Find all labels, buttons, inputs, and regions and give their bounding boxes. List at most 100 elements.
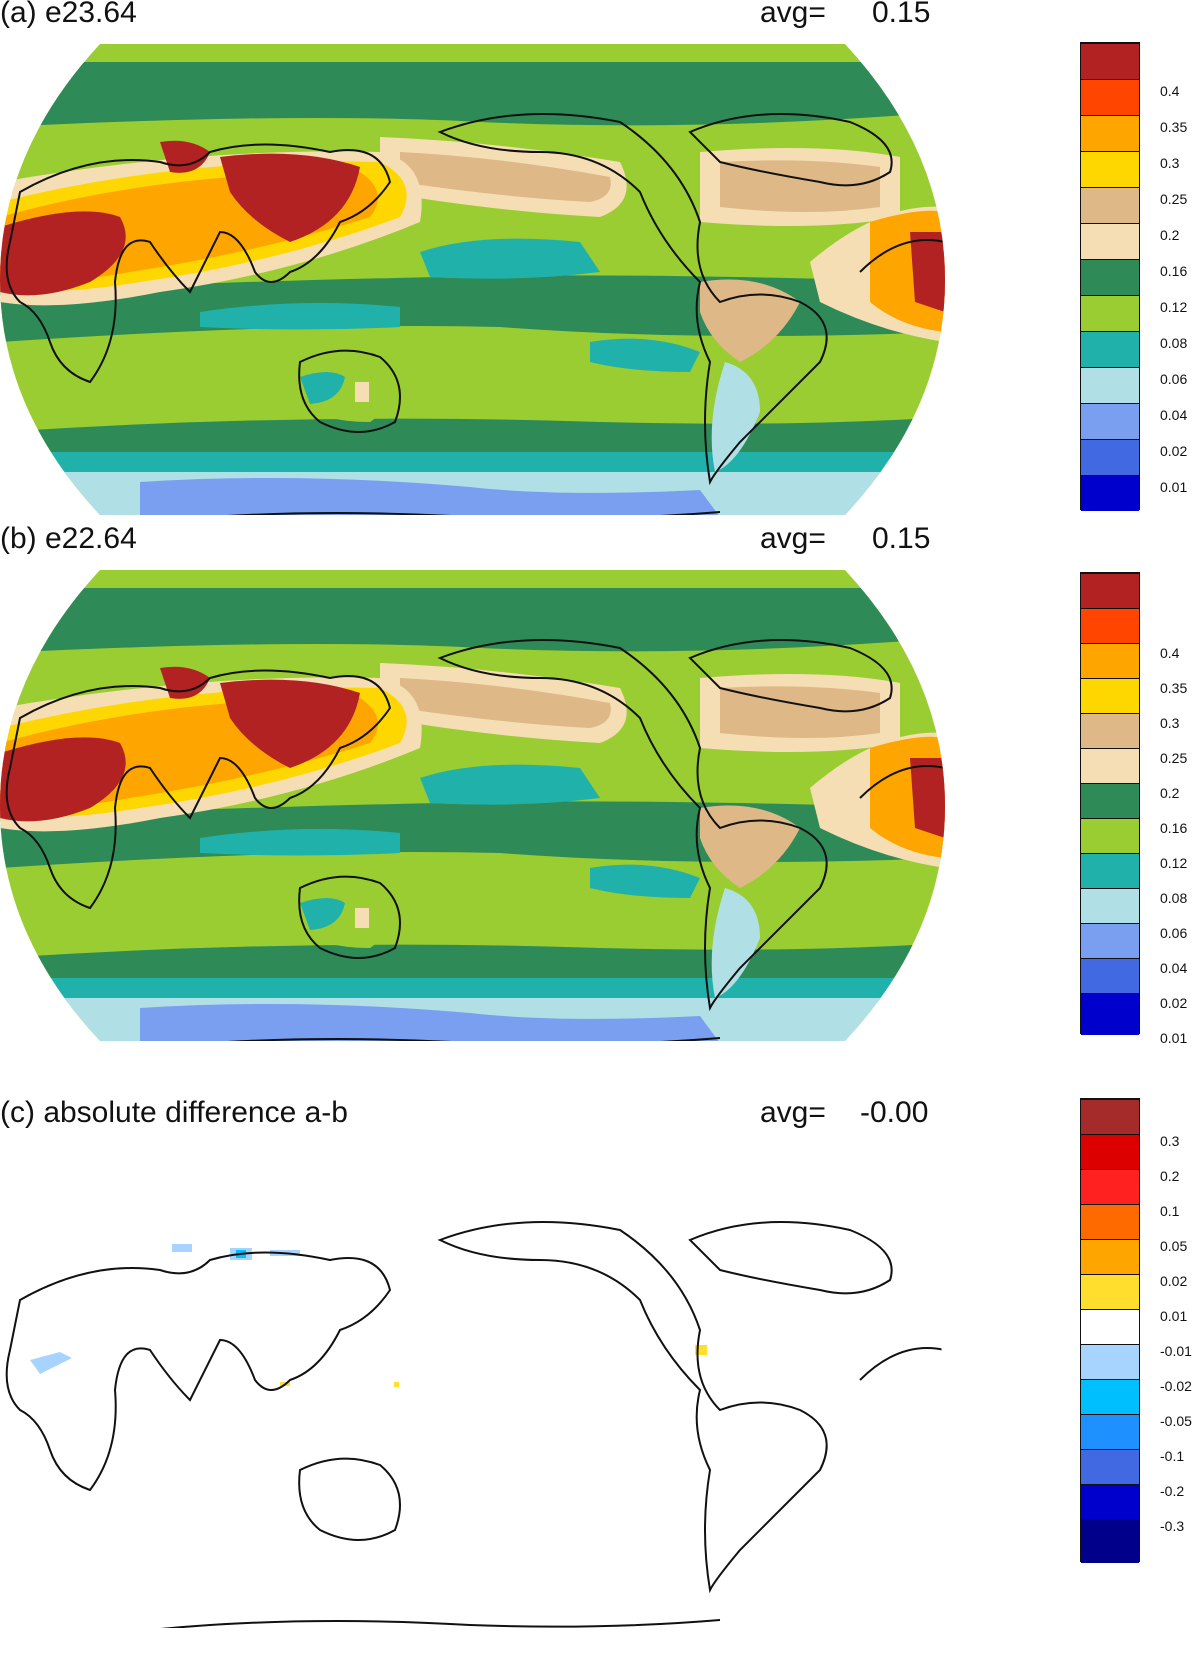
cb-a-tick-label: 0.4 — [1160, 83, 1180, 99]
northern-dark-green-band — [0, 62, 945, 127]
cb-c-tick-label: -0.1 — [1160, 1448, 1185, 1464]
cb-b-tick-label: 0.35 — [1160, 680, 1188, 696]
cb-a-tick-label: 0.04 — [1160, 407, 1188, 423]
panel-c-colorbar — [1080, 1098, 1140, 1563]
north-atlantic-tan — [720, 160, 880, 212]
cb-a-box — [1081, 331, 1139, 368]
cb-c-box — [1081, 1099, 1139, 1135]
cb-a-tick-label: 0.2 — [1160, 227, 1180, 243]
cb-c-box — [1081, 1309, 1139, 1345]
panel-b-colorbar — [1080, 572, 1140, 1035]
coastlines — [5, 1221, 945, 1628]
cb-c-tick-label: 0.3 — [1160, 1133, 1180, 1149]
pacific-tan-plume — [400, 678, 611, 728]
cb-a-box — [1081, 151, 1139, 188]
panel-c-avg-label: avg= — [760, 1096, 826, 1129]
cb-c-tick-label: 0.05 — [1160, 1238, 1188, 1254]
teal-patch-south-pacific — [590, 338, 700, 372]
cb-b-box — [1081, 818, 1139, 854]
cb-b-box — [1081, 748, 1139, 784]
east-asia-dark-red — [220, 679, 360, 768]
cb-b-box — [1081, 783, 1139, 819]
cb-b-box — [1081, 923, 1139, 959]
pacific-tan-plume — [400, 152, 611, 202]
antarctic-low-band — [140, 1004, 720, 1041]
cb-a-tick-label: 0.12 — [1160, 299, 1188, 315]
east-asia-dark-red — [220, 153, 360, 242]
northern-dark-green-band — [0, 588, 945, 653]
difference-field — [0, 1162, 945, 1628]
cb-c-tick-label: 0.01 — [1160, 1308, 1188, 1324]
north-atlantic-tan — [720, 686, 880, 738]
cb-c-box — [1081, 1169, 1139, 1205]
cb-c-tick-label: 0.1 — [1160, 1203, 1180, 1219]
cb-b-box — [1081, 573, 1139, 609]
coastlines — [5, 639, 945, 1041]
patagonia-light-blue — [711, 362, 760, 472]
panel-b-title: (b) e22.64 — [0, 522, 137, 555]
panel-a-avg-label: avg= — [760, 0, 826, 29]
cb-b-tick-label: 0.06 — [1160, 925, 1188, 941]
cb-a-box — [1081, 259, 1139, 296]
cb-c-tick-label: 0.02 — [1160, 1273, 1188, 1289]
cb-a-box — [1081, 439, 1139, 476]
diff-yellow-cell — [394, 1382, 399, 1387]
panel-c-map — [0, 1162, 945, 1628]
cb-c-tick-label: -0.3 — [1160, 1518, 1185, 1534]
panel-b-avg-label: avg= — [760, 522, 826, 555]
panel-a-colorbar — [1080, 42, 1140, 511]
sahara-dark-red — [0, 211, 126, 296]
southern-dark-green-band — [0, 417, 945, 452]
cb-a-box — [1081, 223, 1139, 260]
southern-africa-dark-red — [910, 758, 945, 838]
cb-b-tick-label: 0.4 — [1160, 645, 1180, 661]
cb-c-tick-label: -0.02 — [1160, 1378, 1192, 1394]
cb-b-box — [1081, 993, 1139, 1035]
australia-wheat-cell — [355, 908, 369, 928]
cb-b-tick-label: 0.2 — [1160, 785, 1180, 801]
cb-c-box — [1081, 1344, 1139, 1380]
cb-c-box — [1081, 1204, 1139, 1240]
cb-a-tick-label: 0.16 — [1160, 263, 1188, 279]
panel-b-avg-value: 0.15 — [872, 522, 931, 555]
southern-africa-dark-red — [910, 232, 945, 312]
panel-a-map — [0, 44, 945, 515]
cb-c-box — [1081, 1239, 1139, 1275]
cb-b-box — [1081, 713, 1139, 749]
cb-b-tick-label: 0.25 — [1160, 750, 1188, 766]
teal-patch-central-pacific — [420, 238, 600, 279]
cb-a-tick-label: 0.25 — [1160, 191, 1188, 207]
cb-a-box — [1081, 115, 1139, 152]
cb-a-box — [1081, 295, 1139, 332]
cb-b-box — [1081, 958, 1139, 994]
cb-b-tick-label: 0.04 — [1160, 960, 1188, 976]
sahara-dark-red — [0, 737, 126, 822]
cb-c-box — [1081, 1519, 1139, 1563]
cb-c-box — [1081, 1379, 1139, 1415]
patagonia-light-blue — [711, 888, 760, 998]
cb-b-box — [1081, 888, 1139, 924]
cb-c-tick-label: -0.05 — [1160, 1413, 1192, 1429]
cb-a-tick-label: 0.02 — [1160, 443, 1188, 459]
panel-a-title: (a) e23.64 — [0, 0, 137, 29]
coastlines — [5, 113, 945, 515]
southern-dark-green-band — [0, 943, 945, 978]
cb-a-tick-label: 0.08 — [1160, 335, 1188, 351]
cb-a-box — [1081, 403, 1139, 440]
cb-a-tick-label: 0.06 — [1160, 371, 1188, 387]
cb-b-tick-label: 0.3 — [1160, 715, 1180, 731]
panel-c-avg-value: -0.00 — [860, 1096, 929, 1129]
cb-c-box — [1081, 1484, 1139, 1520]
cb-b-tick-label: 0.08 — [1160, 890, 1188, 906]
cb-c-box — [1081, 1274, 1139, 1310]
cb-c-box — [1081, 1449, 1139, 1485]
cb-b-tick-label: 0.12 — [1160, 855, 1188, 871]
cb-a-tick-label: 0.3 — [1160, 155, 1180, 171]
cb-a-box — [1081, 475, 1139, 511]
cb-b-tick-label: 0.02 — [1160, 995, 1188, 1011]
diff-light-blue-patch — [30, 1352, 72, 1374]
australia-wheat-cell — [355, 382, 369, 402]
teal-patch-indian-ocean — [200, 829, 400, 856]
cb-a-tick-label: 0.01 — [1160, 479, 1188, 495]
cb-c-tick-label: 0.2 — [1160, 1168, 1180, 1184]
